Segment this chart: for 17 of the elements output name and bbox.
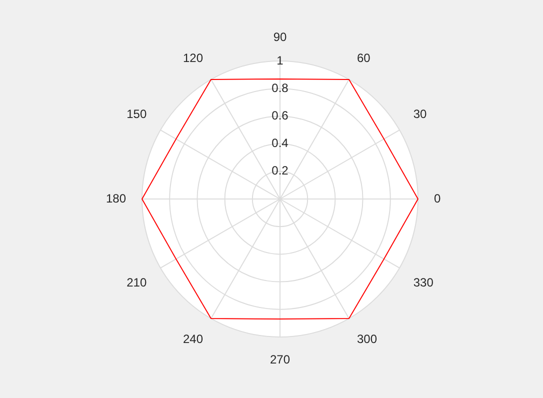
spoke-label: 210 [126,276,147,290]
y-tick-label: 1 [276,53,284,68]
spoke-label: 60 [356,50,371,65]
y-tick-label: 0.8 [272,80,289,95]
spoke-label: 30 [413,107,428,122]
y-tick-label: 0.4 [272,136,289,150]
spoke-label: 0 [434,191,441,206]
spoke-label: 150 [126,107,147,122]
spoke-label: 330 [413,276,434,290]
spoke-label: 120 [182,50,204,65]
spoke-label: 90 [273,30,287,44]
y-tick-label: 0.2 [272,164,289,178]
spoke-label: 270 [270,352,290,366]
y-tick-label: 0.6 [272,108,289,123]
spoke-label: 300 [356,332,378,346]
spoke-label: 180 [106,191,126,206]
spoke-label: 240 [182,332,204,346]
